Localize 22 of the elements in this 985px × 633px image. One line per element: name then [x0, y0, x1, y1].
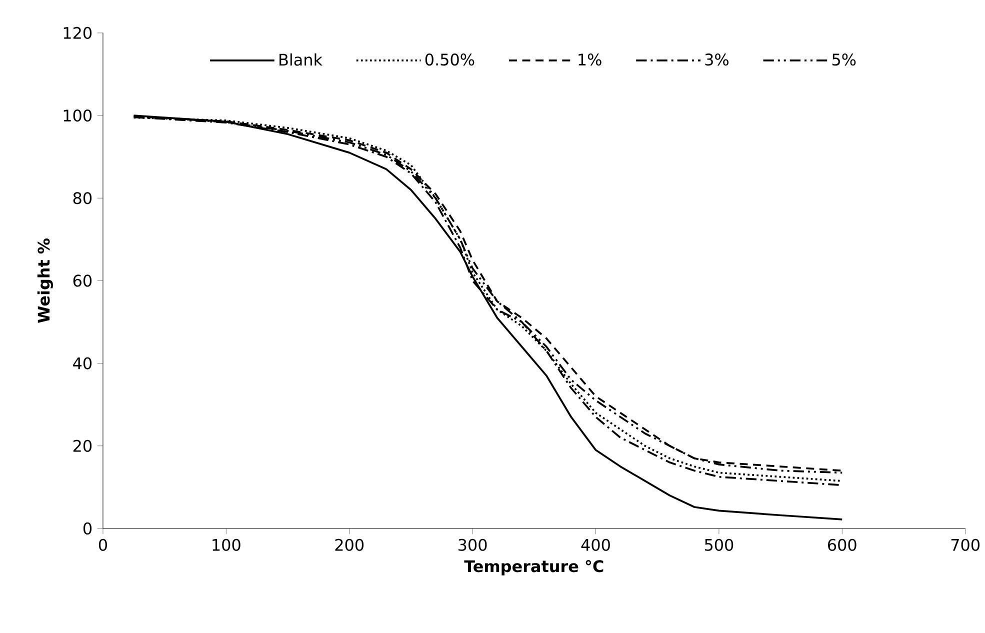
- x-tick-label: 700: [951, 538, 980, 551]
- legend-label: Blank: [280, 53, 322, 66]
- x-tick-label: 200: [335, 538, 364, 551]
- y-tick-label: 0: [83, 522, 92, 534]
- x-tick-label: 500: [704, 538, 734, 551]
- x-tick-label: 300: [458, 538, 487, 551]
- legend-label: 1%: [578, 53, 602, 66]
- legend-label: 0.50%: [425, 53, 474, 66]
- x-tick-label: 600: [828, 538, 856, 551]
- y-tick-label: 100: [64, 109, 92, 122]
- y-axis-title: Weight %: [37, 238, 53, 323]
- x-tick-label: 100: [212, 538, 240, 551]
- y-tick-label: 120: [64, 26, 92, 39]
- x-tick-label: 400: [581, 538, 610, 551]
- x-axis-title: Temperature °C: [464, 560, 604, 576]
- legend-label: 3%: [705, 53, 728, 66]
- y-tick-label: 40: [73, 357, 92, 370]
- legend-label: 5%: [832, 53, 856, 66]
- y-tick-label: 60: [73, 274, 92, 287]
- x-tick-label: 0: [98, 538, 107, 551]
- y-tick-label: 20: [73, 440, 92, 452]
- y-tick-label: 80: [73, 192, 92, 204]
